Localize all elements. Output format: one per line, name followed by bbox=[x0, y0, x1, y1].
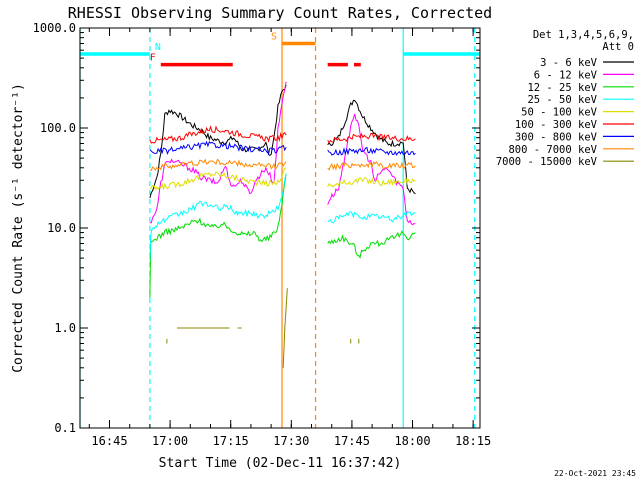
series-line bbox=[149, 173, 287, 298]
series-line bbox=[327, 146, 416, 156]
series-line bbox=[149, 167, 287, 191]
x-tick-label: 17:00 bbox=[152, 434, 188, 448]
x-axis-label: Start Time (02-Dec-11 16:37:42) bbox=[159, 456, 402, 471]
legend-entry-label: 25 - 50 keV bbox=[527, 94, 597, 106]
legend-entry-label: 6 - 12 keV bbox=[534, 69, 598, 81]
state-bar-label: S bbox=[271, 31, 277, 42]
y-tick-label: 10.0 bbox=[47, 221, 76, 235]
state-bar-label: N bbox=[155, 42, 161, 53]
plot-area: NF S bbox=[79, 28, 480, 428]
series-line bbox=[149, 125, 287, 144]
y-tick-label: 0.1 bbox=[54, 421, 76, 435]
x-tick-label: 17:15 bbox=[213, 434, 249, 448]
y-tick-label: 1000.0 bbox=[33, 21, 76, 35]
legend-entry-label: 7000 - 15000 keV bbox=[496, 156, 598, 168]
series-line bbox=[327, 210, 416, 224]
plot-frame bbox=[79, 27, 481, 429]
series-line bbox=[327, 132, 416, 144]
series-line bbox=[327, 99, 416, 195]
x-axis: 16:45 17:00 17:15 17:30 17:45 18:00 18:15 bbox=[88, 28, 491, 448]
x-tick-label: 18:00 bbox=[394, 434, 430, 448]
y-tick-label: 1.0 bbox=[54, 321, 76, 335]
legend-header: Det 1,3,4,5,6,9, bbox=[533, 29, 634, 41]
legend-entry-label: 50 - 100 keV bbox=[521, 107, 598, 119]
series-line bbox=[149, 81, 287, 224]
x-tick-label: 17:45 bbox=[334, 434, 370, 448]
y-axis-label: Corrected Count Rate (s⁻¹ detector⁻¹) bbox=[11, 83, 26, 373]
legend-entry-label: 300 - 800 keV bbox=[515, 131, 598, 143]
x-tick-label: 17:30 bbox=[273, 434, 309, 448]
series-line bbox=[149, 84, 287, 199]
state-bar-label: F bbox=[150, 53, 156, 64]
legend-entry-label: 800 - 7000 keV bbox=[508, 144, 597, 156]
series-line bbox=[149, 173, 287, 261]
y-tick-label: 100.0 bbox=[40, 121, 76, 135]
series-line bbox=[327, 230, 416, 259]
series-line bbox=[149, 158, 287, 171]
x-tick-label: 16:45 bbox=[91, 434, 127, 448]
series-line bbox=[327, 175, 416, 188]
footer-timestamp: 22-Oct-2021 23:45 bbox=[554, 469, 636, 478]
series-line bbox=[282, 288, 288, 368]
legend-header: Att 0 bbox=[602, 41, 634, 53]
x-tick-label: 18:15 bbox=[455, 434, 491, 448]
series-line bbox=[149, 140, 287, 156]
series-line bbox=[327, 160, 416, 171]
y-axis: 0.1 1.0 10.0 100.0 1000.0 bbox=[33, 21, 480, 435]
legend-entry-label: 12 - 25 keV bbox=[527, 82, 597, 94]
legend-entry-label: 3 - 6 keV bbox=[540, 57, 598, 69]
legend-entry-label: 100 - 300 keV bbox=[515, 119, 598, 131]
chart-title: RHESSI Observing Summary Count Rates, Co… bbox=[68, 4, 492, 22]
